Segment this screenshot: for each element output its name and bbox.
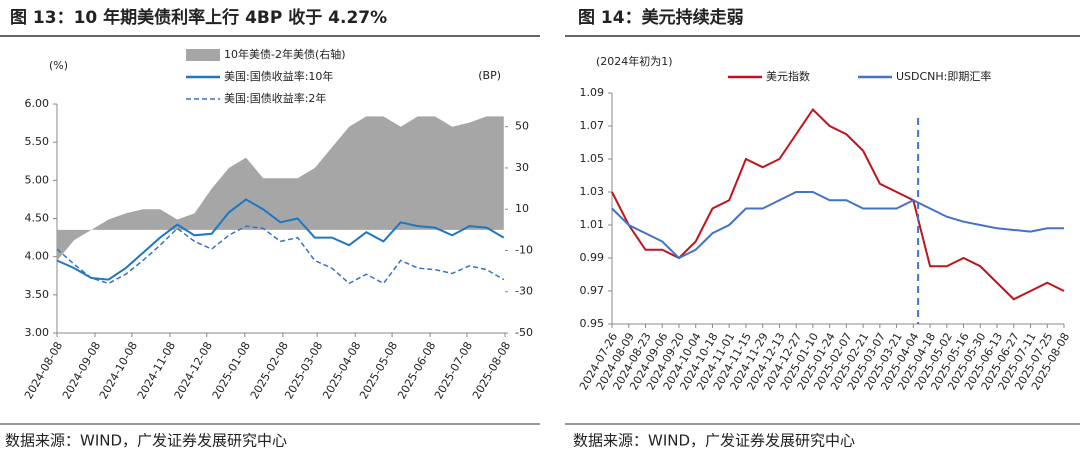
x-tick-label: 2024-09-08 [60,340,103,402]
x-tick-label: 2024-10-08 [97,340,140,402]
y-tick-label: 4.50 [25,212,50,225]
y-tick-label: 1.09 [580,86,605,99]
x-tick-label: 2024-11-08 [135,340,178,402]
y-tick-label: 3.50 [25,288,50,301]
y2-tick-label: -30 [515,285,533,298]
legend-label: 10年美债-2年美债(右轴) [224,47,346,61]
y-tick-label: 1.03 [580,185,605,198]
x-tick-label: 2024-08-08 [22,340,65,402]
subtitle: (2024年初为1) [596,54,673,68]
chart-title: 图 13：10 年期美债利率上行 4BP 收于 4.27% [10,7,387,28]
y-tick-label: 6.00 [25,97,50,110]
line [611,191,1064,260]
legend-label: 美国:国债收益率:10年 [224,69,333,83]
y2-tick-label: -10 [515,243,533,256]
x-tick-label: 2025-05-08 [357,340,400,402]
x-tick-label: 2025-07-08 [432,340,475,402]
y-tick-label: 1.07 [580,119,605,132]
x-tick-label: 2024-12-08 [172,340,215,402]
line [56,198,505,281]
legend-swatch [186,49,220,61]
y2-tick-label: 30 [515,161,529,174]
y-tick-label: 0.97 [580,284,605,297]
y-tick-label: 4.00 [25,250,50,263]
chart-title: 图 14：美元持续走弱 [578,7,744,28]
x-tick-label: 2025-04-08 [320,340,363,402]
y-tick-label: 5.00 [25,173,50,186]
legend-label: 美国:国债收益率:2年 [224,91,326,105]
legend-label: 美元指数 [766,69,810,83]
y-tick-label: 1.05 [580,152,605,165]
line [611,107,1065,301]
y-tick-label: 0.99 [580,251,605,264]
y2-tick-label: 10 [515,202,529,215]
y-tick-label: 0.95 [580,317,605,330]
y-tick-label: 5.50 [25,135,50,148]
y2-tick-label: -50 [515,326,533,339]
source-note: 数据来源：WIND，广发证券发展研究中心 [573,432,855,450]
y-tick-label: 3.00 [25,326,50,339]
line [56,225,505,285]
y2-axis-label: (BP) [478,69,501,82]
area [57,116,504,261]
y-axis-label: (%) [49,59,68,72]
x-tick-label: 2025-06-08 [395,340,438,402]
x-tick-label: 2025-08-08 [470,340,513,402]
y-tick-label: 1.01 [580,218,605,231]
legend-label: USDCNH:即期汇率 [896,69,991,83]
source-note: 数据来源：WIND，广发证券发展研究中心 [5,432,287,450]
x-tick-label: 2025-01-08 [210,340,253,402]
y2-tick-label: 50 [515,120,529,133]
